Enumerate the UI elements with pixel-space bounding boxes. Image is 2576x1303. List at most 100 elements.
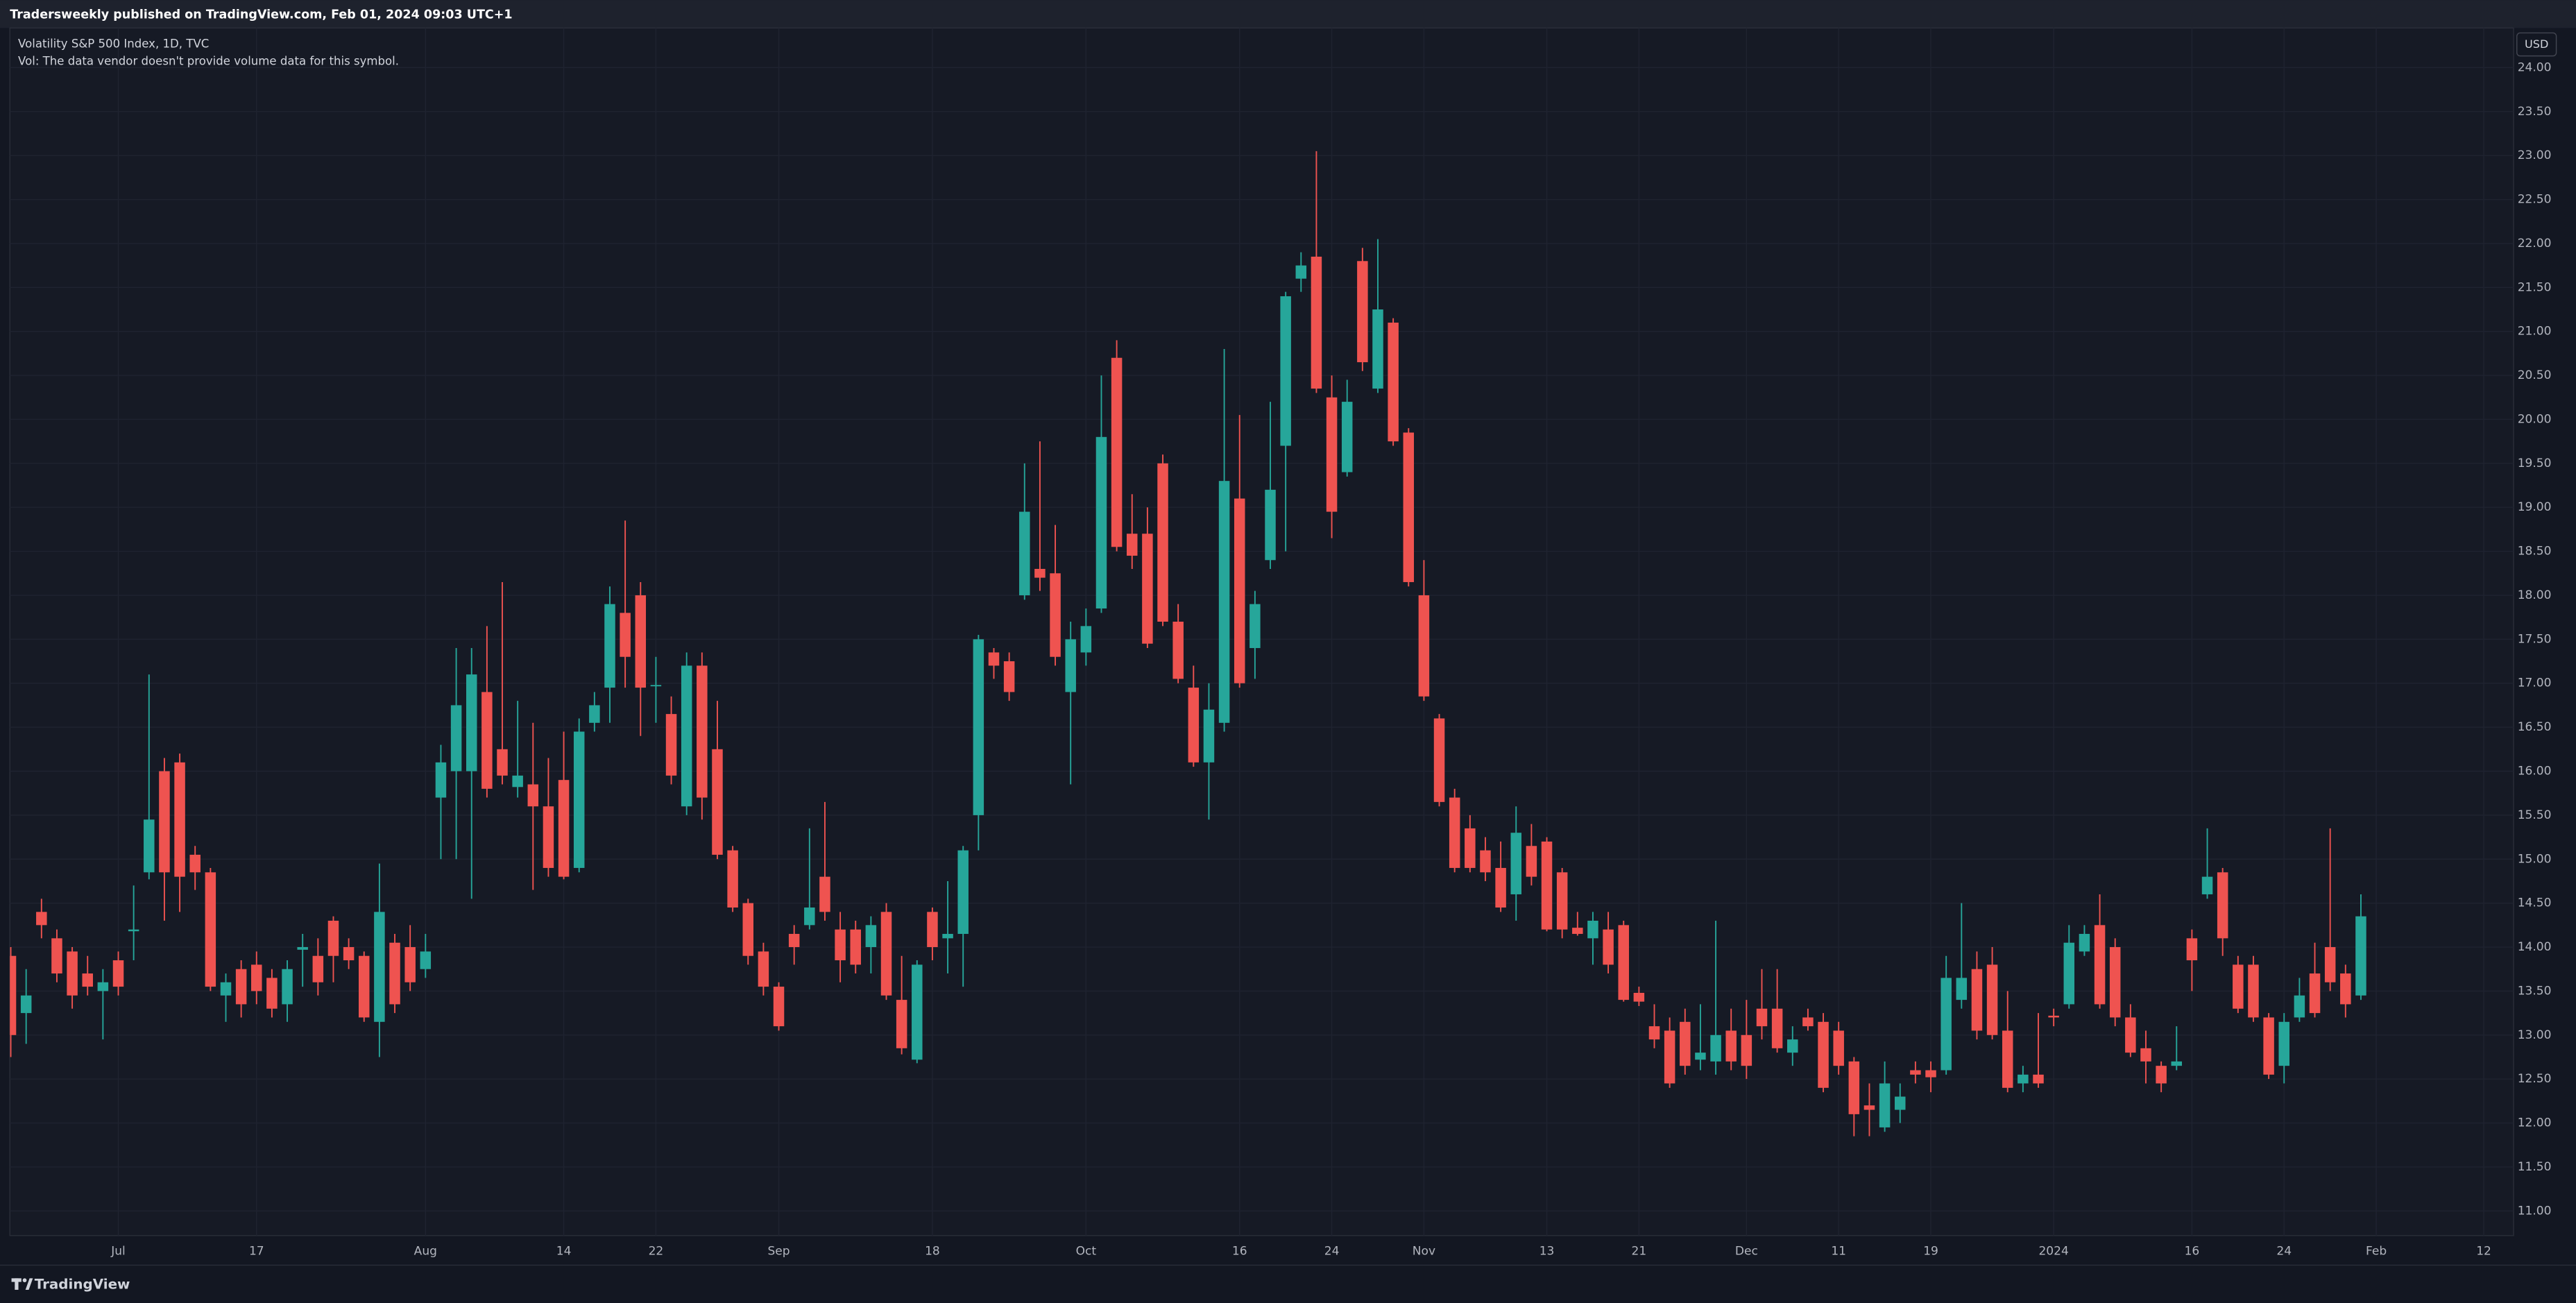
candle-body [850, 929, 861, 965]
candle-body [1710, 1034, 1721, 1062]
candle-body [2079, 934, 2090, 952]
candle-body [1127, 534, 1138, 556]
candle-body [727, 850, 738, 908]
x-tick-label: 21 [1632, 1244, 1647, 1258]
candle-body [2109, 947, 2121, 1018]
y-tick-label: 18.00 [2518, 588, 2552, 602]
candle-body [1003, 661, 1015, 692]
candle-body [1863, 1105, 1875, 1110]
candle-body [1234, 498, 1245, 683]
x-tick-label: 14 [556, 1244, 572, 1258]
x-tick-label: 24 [2276, 1244, 2292, 1258]
candle-body [420, 951, 432, 969]
candle-body [1357, 261, 1368, 363]
candles [10, 151, 2366, 1136]
candle-body [2156, 1066, 2167, 1084]
candle-body [1265, 489, 1276, 561]
candle-body [327, 921, 339, 956]
candle-body [2248, 964, 2259, 1018]
candle-body [527, 784, 539, 807]
candle-body [773, 987, 785, 1027]
candle-body [112, 960, 124, 987]
plot-area [9, 27, 2514, 1236]
volume-note: Vol: The data vendor doesn't provide vol… [18, 54, 399, 67]
candle-body [282, 969, 293, 1005]
candle-body [497, 749, 508, 776]
y-tick-label: 13.00 [2518, 1028, 2552, 1042]
x-tick-label: Nov [1413, 1244, 1435, 1258]
candle-body [235, 969, 247, 1005]
candle-body [665, 714, 677, 776]
y-tick-label: 18.50 [2518, 545, 2552, 559]
y-tick-label: 14.50 [2518, 896, 2552, 910]
candle-body [1326, 397, 1338, 512]
candle-body [2063, 942, 2075, 1005]
candle-body [1295, 265, 1307, 279]
candle-body [1618, 925, 1629, 1000]
candle-body [1725, 1030, 1737, 1062]
y-tick-label: 15.50 [2518, 808, 2552, 822]
candle-body [1495, 867, 1506, 908]
y-tick-label: 19.50 [2518, 457, 2552, 470]
candle-body [957, 850, 969, 935]
candle-body [1172, 622, 1184, 679]
candle-body [697, 665, 708, 798]
y-tick-label: 13.50 [2518, 984, 2552, 998]
y-tick-label: 12.50 [2518, 1072, 2552, 1086]
y-tick-label: 23.50 [2518, 105, 2552, 119]
candle-body [1756, 1008, 1768, 1027]
candle-body [205, 872, 216, 987]
candle-body [1587, 921, 1598, 939]
candle-body [97, 982, 109, 991]
currency-box[interactable] [2516, 32, 2557, 57]
candle-body [1433, 718, 1445, 802]
candle-body [912, 964, 923, 1060]
candle-body [2278, 1021, 2289, 1066]
candle-body [2048, 1015, 2059, 1018]
candle-body [896, 1000, 907, 1048]
y-tick-label: 21.00 [2518, 325, 2552, 339]
grid [10, 28, 2514, 1236]
y-tick-label: 20.50 [2518, 368, 2552, 382]
candle-body [466, 674, 477, 772]
candle-body [2309, 973, 2321, 1014]
x-tick-label: 19 [1923, 1244, 1938, 1258]
candle-body [1833, 1030, 1844, 1066]
candle-body [1449, 797, 1460, 868]
currency-label[interactable]: USD [2525, 37, 2548, 51]
candle-body [374, 912, 385, 1022]
candle-body [2355, 916, 2366, 996]
candle-body [450, 705, 462, 772]
x-tick-label: Feb [2366, 1244, 2387, 1258]
candle-body [942, 934, 953, 939]
candle-body [1787, 1039, 1798, 1053]
candle-body [251, 964, 262, 991]
brand-logo [11, 1278, 33, 1290]
y-tick-label: 23.00 [2518, 148, 2552, 162]
candle-body [620, 613, 631, 657]
candle-body [1940, 978, 1952, 1071]
y-tick-label: 14.00 [2518, 940, 2552, 954]
candle-body [1218, 481, 1230, 723]
candle-body [573, 731, 585, 868]
y-tick-label: 19.00 [2518, 500, 2552, 514]
x-tick-label: Oct [1076, 1244, 1097, 1258]
y-tick-label: 21.50 [2518, 280, 2552, 294]
y-tick-label: 17.00 [2518, 676, 2552, 690]
candle-body [1510, 833, 1521, 894]
candle-body [650, 685, 662, 687]
candle-body [1311, 256, 1322, 389]
candle-body [1080, 626, 1092, 653]
candle-body [2233, 964, 2244, 1009]
candle-body [404, 947, 416, 982]
x-tick-label: 2024 [2038, 1244, 2068, 1258]
candle-body [1879, 1083, 1891, 1127]
candle-body [2217, 872, 2228, 939]
candle-body [1095, 436, 1107, 608]
candle-body [512, 775, 523, 787]
candle-body [1556, 872, 1568, 930]
candle-body [2186, 938, 2198, 961]
candle-body [1894, 1096, 1906, 1110]
candle-body [297, 947, 308, 950]
candle-body [1925, 1070, 1936, 1078]
